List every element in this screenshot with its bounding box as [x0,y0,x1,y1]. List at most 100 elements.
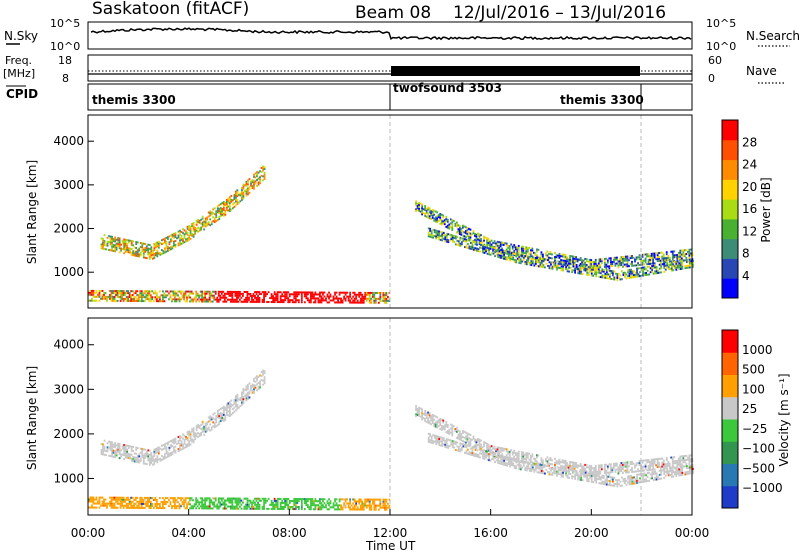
cpid-segment-2: twofsound 3503 [393,81,502,95]
velocity-cell [361,501,363,503]
velocity-cell [446,442,448,444]
power-cell [271,293,273,295]
velocity-cell [342,508,344,510]
power-cell [187,232,189,234]
velocity-cell [150,501,152,503]
power-cell [225,297,227,299]
power-cell [580,271,582,273]
power-cell [603,271,605,273]
power-cell [307,293,309,295]
velocity-cell [200,434,202,436]
velocity-cell [669,465,671,467]
power-cell [648,266,650,268]
power-cell [116,249,118,251]
power-cell [193,236,195,238]
power-cell [600,272,602,274]
noise-panel: N.Sky 10^5 10^0 10^5 10^0 N.Search [4,17,800,53]
velocity-cell [444,428,446,430]
power-cell [473,230,475,232]
power-cell [595,261,597,263]
velocity-cell [488,457,490,459]
power-cell [360,292,362,294]
velocity-cell [209,505,211,507]
velocity-cell [141,497,143,499]
power-cell [287,291,289,293]
velocity-cell [601,464,603,466]
power-cell [618,266,620,268]
power-cell [156,294,158,296]
velocity-cell [379,499,381,501]
power-cell [681,266,683,268]
velocity-cell [418,413,420,415]
velocity-cell [305,502,307,504]
velocity-cell [610,463,612,465]
power-cell [162,298,164,300]
power-cell [370,302,372,304]
power-cell [144,243,146,245]
power-cell [202,216,204,218]
velocity-cell [348,504,350,506]
power-cell [127,298,129,300]
velocity-cell [156,461,158,463]
velocity-cell [277,502,279,504]
velocity-cell [509,455,511,457]
power-cell [451,225,453,227]
power-cell [164,300,166,302]
velocity-cell [193,427,195,429]
power-cell [286,293,288,295]
velocity-cell [304,508,306,510]
velocity-cell [167,497,169,499]
velocity-cell [265,498,267,500]
velocity-cell [469,445,471,447]
velocity-cell [494,453,496,455]
velocity-cell [532,464,534,466]
velocity-cell [642,462,644,464]
velocity-cell [156,499,158,501]
velocity-cell [639,460,641,462]
power-cell [132,244,134,246]
velocity-cell [181,440,183,442]
power-cell [580,265,582,267]
velocity-cell [289,502,291,504]
velocity-cell [256,500,258,502]
power-cell [509,249,511,251]
power-cell [209,299,211,301]
power-cell [565,254,567,256]
velocity-cell [566,462,568,464]
power-cell [336,296,338,298]
power-cell [442,216,444,218]
velocity-cell [453,425,455,427]
power-cell [685,249,687,251]
power-cell [518,256,520,258]
power-cell [644,266,646,268]
velocity-cell [518,453,520,455]
power-cell [480,234,482,236]
power-cell [639,254,641,256]
velocity-cell [224,419,226,421]
power-cell [651,271,653,273]
velocity-cell [123,507,125,509]
power-cell [166,243,168,245]
power-cell [96,290,98,292]
velocity-cell [218,423,220,425]
velocity-cell [483,445,485,447]
velocity-cell [387,503,389,505]
power-cell [301,297,303,299]
power-cell [135,296,137,298]
power-cell [168,298,170,300]
velocity-cell [287,504,289,506]
velocity-cell [277,504,279,506]
power-cell [599,266,601,268]
velocity-cell [429,412,431,414]
velocity-cell [514,459,516,461]
power-cell [652,259,654,261]
power-cell [605,264,607,266]
power-cell [111,294,113,296]
power-cell [651,269,653,271]
velocity-cell [349,506,351,508]
power-cell [633,270,635,272]
power-cell [194,233,196,235]
power-cell [102,238,104,240]
velocity-cell [247,508,249,510]
velocity-cell [144,507,146,509]
